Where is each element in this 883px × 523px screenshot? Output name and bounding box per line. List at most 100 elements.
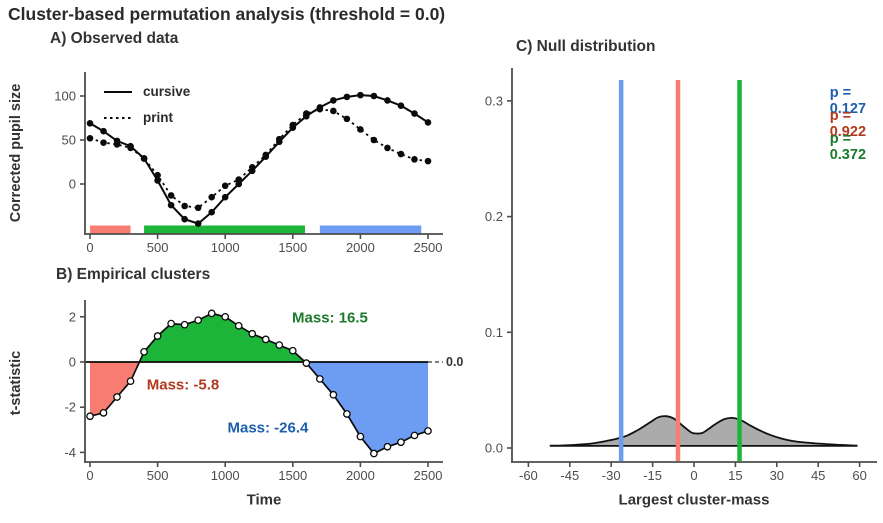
panel-a-point-print [127,144,134,152]
legend-label-cursive: cursive [143,84,191,99]
panel-b-point [248,329,257,338]
panel-a-title: A) Observed data [50,30,179,47]
panel-a-point-cursive [86,119,94,127]
panel-a-point-print [330,107,337,115]
panel-c-ytick-label: 0.2 [485,209,503,224]
panel-b-point [153,332,162,340]
panel-c-null-density [549,415,858,447]
cluster-mass-label-blue: Mass: -26.4 [227,419,309,437]
panel-a-point-cursive [343,93,351,101]
panel-a-point-print [208,193,215,201]
panel-b-point [167,319,175,328]
panel-c-xtick-label: 15 [728,468,742,483]
panel-b-ytick-label: -4 [64,445,76,460]
panel-b-ytick-label: 0 [69,355,76,370]
panel-a-point-cursive [384,97,391,104]
p-value-label-green: p = 0.372 [829,131,867,163]
panel-a-point-cursive [181,215,188,223]
panel-b-point [234,321,243,330]
panel-a-xtick-label: 1000 [211,240,240,255]
panel-c-ytick-label: 0.0 [485,441,503,456]
panel-a-point-print [316,105,324,113]
panel-a-point-print [167,192,175,199]
panel-a-cluster-bar-blue [319,225,422,234]
panel-b-point [288,346,297,355]
panel-b-xtick-label: 2000 [346,468,375,483]
dashed-line-icon [104,116,132,119]
panel-c-xtick-label: -60 [519,468,538,483]
panel-b-xtick-label: 1000 [211,468,240,483]
p-value-label-red: p = 0.922 [829,108,867,140]
panel-a-point-cursive [357,91,364,99]
panel-b-xtick-label: 500 [147,468,169,483]
panel-b-point [194,316,203,325]
panel-a-point-cursive [397,102,405,109]
panel-a-xtick-label: 2000 [346,240,375,255]
panel-a-point-print [100,139,107,146]
panel-a-point-print [275,135,283,143]
panel-b-ylabel: t-statistic [8,350,24,416]
panel-c-xtick-label: -30 [602,468,621,483]
cluster-mass-label-red: Mass: -5.8 [146,376,220,394]
panel-a-point-print [194,204,202,212]
panel-a-point-cursive [370,92,378,100]
legend-label-print: print [143,110,173,125]
panel-c-xtick-label: -15 [643,468,662,483]
panel-a-point-cursive [411,110,418,117]
panel-a-xtick-label: 2500 [414,240,443,255]
panel-b-ytick-label: -2 [64,400,76,415]
panel-b-point [356,432,365,441]
panel-a-point-print [154,171,161,179]
panel-b-point [370,449,378,458]
p-value-label-blue: p = 0.127 [829,85,867,117]
panel-a-point-print [221,182,229,190]
panel-a-point-cursive [167,201,175,209]
panel-b-point [410,431,419,440]
panel-a-cluster-bar-red [90,225,131,234]
panel-b-point [261,335,270,344]
panel-a-cluster-bar-green [144,225,305,234]
panel-a-ylabel: Corrected pupil size [8,83,24,223]
legend-item-print: print [103,110,173,125]
panel-b-cluster-fill-red [90,362,140,417]
panel-b-point [99,408,108,417]
panel-a-point-cursive [330,97,337,104]
panel-a-xtick-label: 500 [147,240,169,255]
panel-a-point-print [262,151,270,159]
cluster-mass-label-green: Mass: 16.5 [292,309,368,327]
panel-a-point-cursive [221,193,229,201]
panel-b-point [302,359,311,367]
panel-b-point [221,312,230,321]
panel-a-point-print [235,176,243,183]
panel-a-point-print [411,156,418,163]
panel-a-point-cursive [424,119,432,126]
panel-c-xlabel: Largest cluster-mass [618,491,770,509]
panel-b-xtick-label: 1500 [278,468,307,483]
panel-a-point-print [113,141,121,148]
panel-b-point [343,410,351,418]
panel-c-title: C) Null distribution [516,38,656,55]
panel-b-point [383,442,392,451]
panel-a-ytick-label: 50 [62,133,76,148]
panel-b-point [86,412,94,421]
panel-a-point-print [384,144,391,152]
panel-a-point-print [181,202,188,210]
panel-c-xtick-label: 30 [770,468,784,483]
panel-b-point [275,341,284,349]
threshold-label: 0.0 [446,355,464,369]
panel-b-point [424,427,432,435]
panel-c-xtick-label: 0 [690,468,697,483]
panel-b-point [329,390,338,399]
panel-a-point-print [140,155,148,162]
panel-b-point [315,375,324,383]
panel-c-ytick-label: 0.3 [485,93,503,108]
panel-b-xlabel: Time [246,491,282,509]
panel-b-point [207,309,216,318]
panel-b-title: B) Empirical clusters [56,266,211,283]
panel-a-point-print [86,134,94,142]
panel-b-xtick-label: 2500 [414,468,443,483]
panel-c-xtick-label: 45 [811,468,825,483]
panel-a-point-cursive [208,208,215,216]
